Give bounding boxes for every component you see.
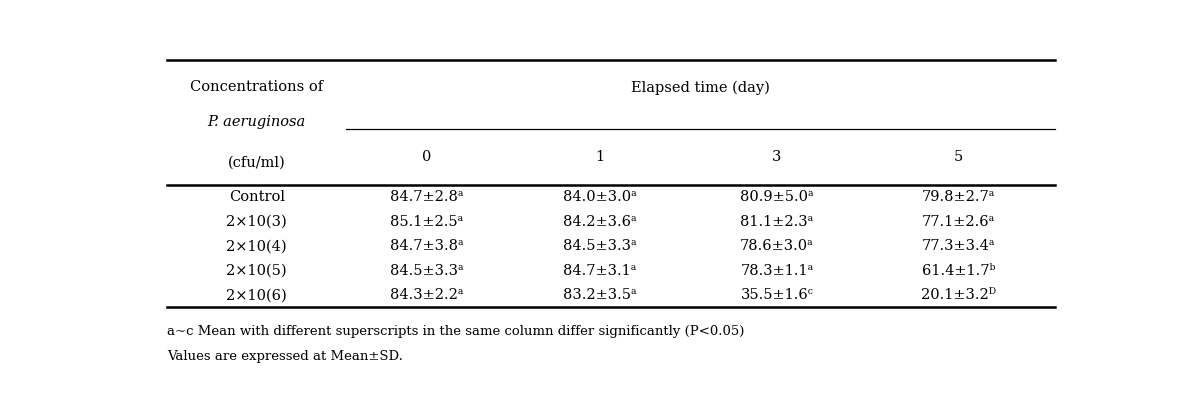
Text: 84.7±2.8ᵃ: 84.7±2.8ᵃ: [391, 190, 463, 204]
Text: P. aeruginosa: P. aeruginosa: [208, 115, 305, 129]
Text: 2×10(5): 2×10(5): [227, 264, 287, 278]
Text: Concentrations of: Concentrations of: [190, 80, 323, 94]
Text: 35.5±1.6ᶜ: 35.5±1.6ᶜ: [740, 288, 814, 302]
Text: 2×10(3): 2×10(3): [226, 215, 287, 229]
Text: 84.7±3.1ᵃ: 84.7±3.1ᵃ: [563, 264, 637, 278]
Text: 2×10(4): 2×10(4): [227, 239, 287, 253]
Text: Elapsed time (day): Elapsed time (day): [632, 80, 770, 94]
Text: 84.3±2.2ᵃ: 84.3±2.2ᵃ: [391, 288, 463, 302]
Text: 79.8±2.7ᵃ: 79.8±2.7ᵃ: [922, 190, 996, 204]
Text: 81.1±2.3ᵃ: 81.1±2.3ᵃ: [740, 215, 814, 229]
Text: 80.9±5.0ᵃ: 80.9±5.0ᵃ: [740, 190, 814, 204]
Text: 1: 1: [595, 150, 605, 164]
Text: 2×10(6): 2×10(6): [226, 288, 287, 302]
Text: 20.1±3.2ᴰ: 20.1±3.2ᴰ: [921, 288, 997, 302]
Text: 84.7±3.8ᵃ: 84.7±3.8ᵃ: [390, 239, 463, 253]
Text: 84.0±3.0ᵃ: 84.0±3.0ᵃ: [563, 190, 637, 204]
Text: 84.5±3.3ᵃ: 84.5±3.3ᵃ: [390, 264, 463, 278]
Text: 85.1±2.5ᵃ: 85.1±2.5ᵃ: [391, 215, 463, 229]
Text: Control: Control: [228, 190, 285, 204]
Text: 77.1±2.6ᵃ: 77.1±2.6ᵃ: [922, 215, 996, 229]
Text: 84.5±3.3ᵃ: 84.5±3.3ᵃ: [563, 239, 637, 253]
Text: Values are expressed at Mean±SD.: Values are expressed at Mean±SD.: [166, 350, 403, 363]
Text: 78.3±1.1ᵃ: 78.3±1.1ᵃ: [740, 264, 814, 278]
Text: a~c Mean with different superscripts in the same column differ significantly (P<: a~c Mean with different superscripts in …: [166, 325, 745, 338]
Text: 0: 0: [422, 150, 431, 164]
Text: 78.6±3.0ᵃ: 78.6±3.0ᵃ: [740, 239, 814, 253]
Text: 5: 5: [954, 150, 963, 164]
Text: (cfu/ml): (cfu/ml): [228, 155, 285, 169]
Text: 61.4±1.7ᵇ: 61.4±1.7ᵇ: [922, 264, 996, 278]
Text: 3: 3: [772, 150, 782, 164]
Text: 83.2±3.5ᵃ: 83.2±3.5ᵃ: [563, 288, 637, 302]
Text: 84.2±3.6ᵃ: 84.2±3.6ᵃ: [563, 215, 637, 229]
Text: 77.3±3.4ᵃ: 77.3±3.4ᵃ: [922, 239, 996, 253]
